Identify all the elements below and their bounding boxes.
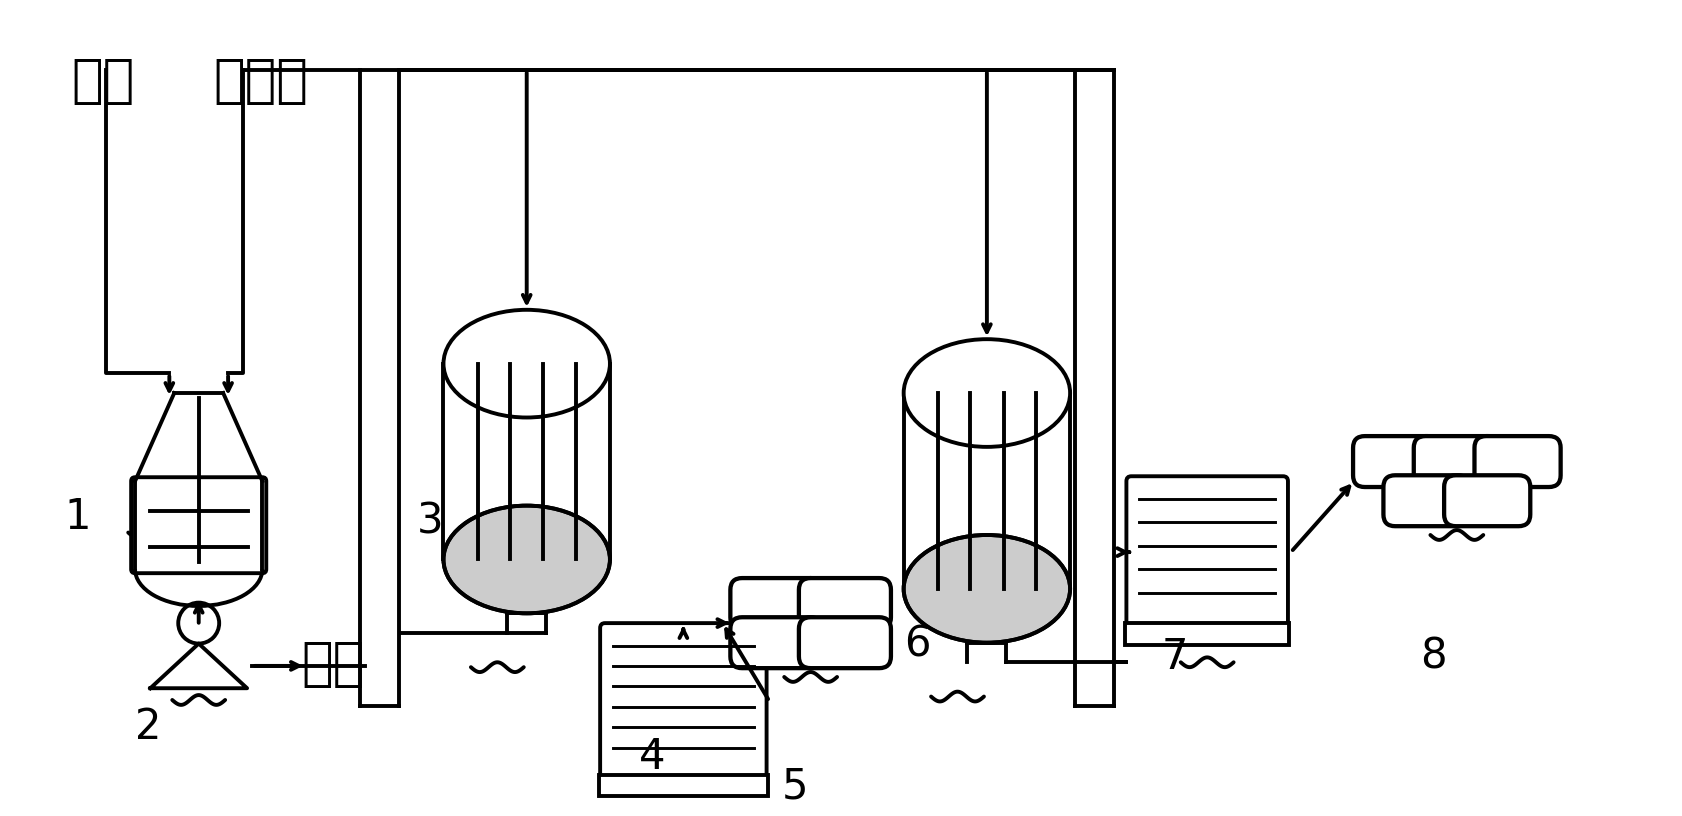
Text: 6: 6 <box>903 623 930 665</box>
Text: 硫酸钠: 硫酸钠 <box>214 55 308 107</box>
FancyBboxPatch shape <box>730 578 822 629</box>
FancyBboxPatch shape <box>1383 475 1470 526</box>
Bar <box>1125 623 1288 645</box>
Ellipse shape <box>903 535 1070 643</box>
Text: 8: 8 <box>1420 636 1447 678</box>
FancyBboxPatch shape <box>1475 436 1561 487</box>
Ellipse shape <box>903 339 1070 447</box>
Text: 焚烧: 焚烧 <box>301 638 365 690</box>
FancyBboxPatch shape <box>730 617 822 668</box>
FancyBboxPatch shape <box>799 578 891 629</box>
Text: 5: 5 <box>780 765 807 807</box>
Text: 2: 2 <box>135 707 161 748</box>
Bar <box>599 775 767 796</box>
Ellipse shape <box>444 310 611 418</box>
Text: 废渣: 废渣 <box>71 55 135 107</box>
Ellipse shape <box>444 506 611 614</box>
Text: 1: 1 <box>64 496 91 538</box>
Text: 3: 3 <box>417 501 444 543</box>
FancyBboxPatch shape <box>1127 477 1288 628</box>
FancyBboxPatch shape <box>131 477 266 573</box>
FancyBboxPatch shape <box>1415 436 1500 487</box>
Text: 7: 7 <box>1161 636 1187 678</box>
FancyBboxPatch shape <box>1445 475 1531 526</box>
FancyBboxPatch shape <box>600 623 767 780</box>
Text: 4: 4 <box>639 736 666 778</box>
FancyBboxPatch shape <box>1352 436 1440 487</box>
FancyBboxPatch shape <box>799 617 891 668</box>
